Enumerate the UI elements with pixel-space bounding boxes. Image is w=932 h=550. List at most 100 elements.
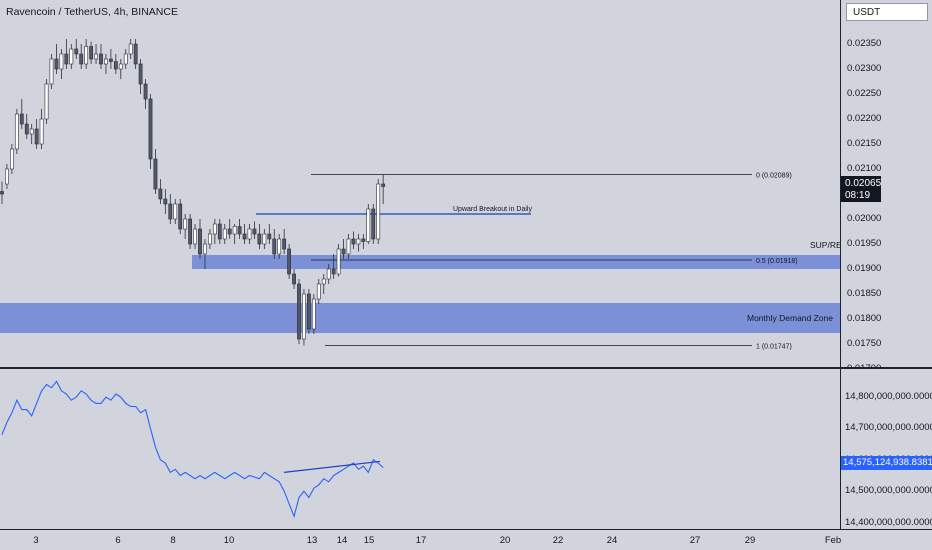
time-tick-label: 8 xyxy=(170,535,176,546)
candle[interactable] xyxy=(203,239,207,269)
price-tick-label: 0.02250 xyxy=(847,88,882,99)
candle[interactable] xyxy=(14,109,19,154)
candle[interactable] xyxy=(168,194,173,224)
candle[interactable] xyxy=(222,224,227,244)
indicator-axis[interactable]: 14,800,000,000.00000 14,700,000,000.00000… xyxy=(841,369,932,529)
indicator-tick-label: 14,500,000,000.00000 xyxy=(845,485,932,497)
candle[interactable] xyxy=(292,269,296,289)
candle[interactable] xyxy=(64,39,69,69)
candle[interactable] xyxy=(99,44,103,69)
candle[interactable] xyxy=(193,224,197,249)
candle[interactable] xyxy=(302,289,306,346)
candle[interactable] xyxy=(138,59,143,94)
candle[interactable] xyxy=(351,231,356,250)
candle[interactable] xyxy=(212,219,217,244)
candle[interactable] xyxy=(282,229,287,254)
candle[interactable] xyxy=(128,39,133,59)
candle[interactable] xyxy=(267,224,272,244)
candle[interactable] xyxy=(19,99,24,129)
price-pane[interactable]: 0 (0.02089) 0.5 (0.01918) 1 (0.01747) Upwar… xyxy=(0,0,840,367)
candle[interactable] xyxy=(54,44,59,74)
candle[interactable] xyxy=(39,109,44,149)
candle[interactable] xyxy=(109,49,113,69)
candle[interactable] xyxy=(316,279,321,304)
candle[interactable] xyxy=(59,49,64,79)
candle[interactable] xyxy=(69,44,74,69)
indicator-chart[interactable] xyxy=(0,369,840,529)
candle[interactable] xyxy=(29,124,34,144)
sup-res-label: SUP/RES xyxy=(810,240,840,250)
candle[interactable] xyxy=(371,204,376,244)
price-tick-label: 0.01950 xyxy=(847,238,882,249)
candle[interactable] xyxy=(34,119,39,149)
candle[interactable] xyxy=(232,224,237,244)
time-tick-label: 3 xyxy=(33,535,39,546)
candle[interactable] xyxy=(311,294,316,334)
indicator-pane[interactable] xyxy=(0,369,840,529)
candle[interactable] xyxy=(104,54,108,74)
pane-divider[interactable] xyxy=(0,367,932,369)
candle[interactable] xyxy=(242,224,247,244)
candle[interactable] xyxy=(148,94,153,169)
candle[interactable] xyxy=(89,41,94,65)
time-axis[interactable]: 3 6 8 10 13 14 15 17 20 22 24 27 29 Feb xyxy=(0,530,841,550)
candle[interactable] xyxy=(341,239,346,259)
candle[interactable] xyxy=(153,149,158,194)
candle[interactable] xyxy=(208,229,212,249)
candle[interactable] xyxy=(143,79,148,109)
candle[interactable] xyxy=(5,164,9,189)
candle[interactable] xyxy=(94,44,98,64)
candle[interactable] xyxy=(287,244,292,279)
candle[interactable] xyxy=(356,234,361,252)
candle[interactable] xyxy=(84,39,89,69)
last-price-value: 0.02065 xyxy=(845,178,882,189)
candle[interactable] xyxy=(262,229,267,249)
candle[interactable] xyxy=(49,54,54,89)
candle[interactable] xyxy=(0,181,4,205)
candle[interactable] xyxy=(74,39,79,59)
candle[interactable] xyxy=(346,234,351,259)
candle[interactable] xyxy=(113,54,118,74)
candle[interactable] xyxy=(247,224,252,244)
candle[interactable] xyxy=(331,254,336,279)
demand-zone[interactable] xyxy=(0,303,840,333)
candle[interactable] xyxy=(272,229,277,259)
candle[interactable] xyxy=(361,234,366,249)
candle[interactable] xyxy=(79,44,84,69)
candle[interactable] xyxy=(277,234,282,259)
candle[interactable] xyxy=(326,264,331,284)
currency-selector[interactable]: USDT xyxy=(846,3,928,21)
candle[interactable] xyxy=(188,214,193,249)
candle[interactable] xyxy=(158,179,163,204)
candle[interactable] xyxy=(237,219,242,239)
candle[interactable] xyxy=(257,224,262,249)
candle[interactable] xyxy=(183,214,188,239)
candle[interactable] xyxy=(252,221,257,240)
price-chart[interactable]: 0 (0.02089) 0.5 (0.01918) 1 (0.01747) Upwar… xyxy=(0,0,840,367)
candle[interactable] xyxy=(24,114,29,139)
time-tick-label: 27 xyxy=(689,535,701,546)
indicator-line[interactable] xyxy=(1,380,384,519)
candle[interactable] xyxy=(118,59,123,79)
candle[interactable] xyxy=(227,219,232,239)
candle[interactable] xyxy=(381,174,386,205)
candle[interactable] xyxy=(336,244,341,277)
candle[interactable] xyxy=(178,199,183,234)
candle[interactable] xyxy=(173,199,178,224)
candle[interactable] xyxy=(376,179,381,244)
candle[interactable] xyxy=(163,189,168,214)
candle[interactable] xyxy=(123,49,128,69)
time-tick-label: 17 xyxy=(415,535,427,546)
candle[interactable] xyxy=(297,279,301,344)
time-tick-label: 29 xyxy=(744,535,756,546)
sup-res-zone[interactable] xyxy=(192,255,840,269)
candle[interactable] xyxy=(306,289,311,334)
candle[interactable] xyxy=(321,274,326,294)
candle[interactable] xyxy=(44,79,49,124)
candle[interactable] xyxy=(366,204,371,244)
candle[interactable] xyxy=(217,219,222,244)
candle[interactable] xyxy=(198,219,202,259)
divergence-line[interactable] xyxy=(283,460,381,473)
candle[interactable] xyxy=(133,39,138,69)
candle[interactable] xyxy=(10,144,14,174)
